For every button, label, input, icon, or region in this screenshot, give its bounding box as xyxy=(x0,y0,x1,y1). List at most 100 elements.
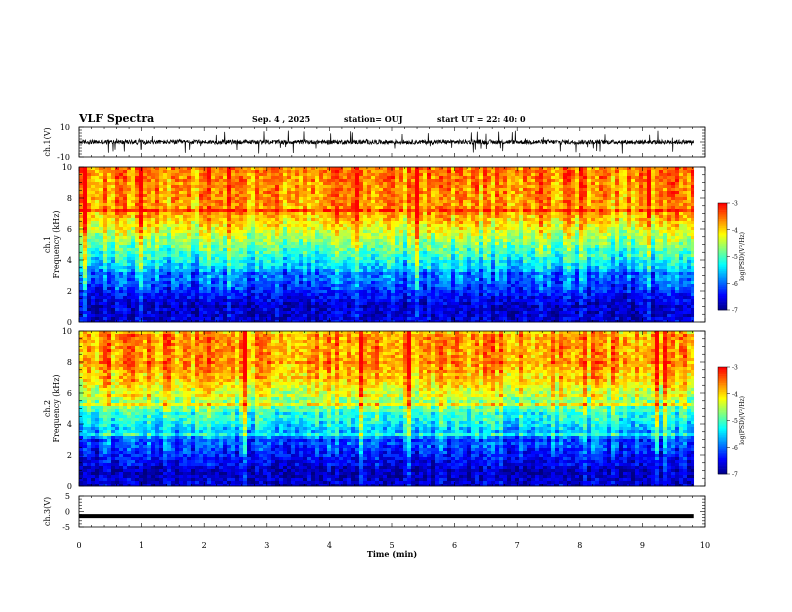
spectrogram-cell xyxy=(279,275,284,279)
spectrogram-cell xyxy=(291,224,296,228)
spectrogram-cell xyxy=(219,299,224,303)
spectrogram-cell xyxy=(391,275,396,279)
spectrogram-cell xyxy=(295,278,300,282)
spectrogram-cell xyxy=(171,263,176,267)
spectrogram-cell xyxy=(127,239,132,243)
spectrogram-cell xyxy=(399,266,404,270)
spectrogram-cell xyxy=(135,278,140,282)
spectrogram-cell xyxy=(91,296,96,300)
spectrogram-cell xyxy=(283,272,288,276)
spectrogram-cell xyxy=(275,242,280,246)
spectrogram-cell xyxy=(243,206,248,210)
spectrogram-cell xyxy=(279,296,284,300)
spectrogram-cell xyxy=(383,305,388,309)
spectrogram-cell xyxy=(199,245,204,249)
spectrogram-cell xyxy=(323,197,328,201)
spectrogram-cell xyxy=(247,173,252,177)
spectrogram-cell xyxy=(295,212,300,216)
spectrogram-cell xyxy=(295,269,300,273)
spectrogram-cell xyxy=(95,224,100,228)
spectrogram-cell xyxy=(423,257,428,261)
spectrogram-cell xyxy=(95,227,100,231)
spectrogram-cell xyxy=(399,203,404,207)
spectrogram-cell xyxy=(171,224,176,228)
spectrogram-cell xyxy=(315,290,320,294)
spectrogram-cell xyxy=(235,299,240,303)
spectrogram-cell xyxy=(355,287,360,291)
spectrogram-cell xyxy=(203,320,208,323)
spectrogram-cell xyxy=(235,311,240,315)
spectrogram-cell xyxy=(251,167,256,171)
spectrogram-cell xyxy=(99,173,104,177)
spectrogram-cell xyxy=(371,242,376,246)
spectrogram-cell xyxy=(367,302,372,306)
spectrogram-cell xyxy=(143,212,148,216)
spectrogram-cell xyxy=(287,173,292,177)
spectrogram-cell xyxy=(183,308,188,312)
spectrogram-cell xyxy=(103,227,108,231)
spectrogram-cell xyxy=(403,257,408,261)
spectrogram-cell xyxy=(447,206,452,210)
spectrogram-cell xyxy=(219,182,224,186)
spectrogram-cell xyxy=(419,221,424,225)
spectrogram-cell xyxy=(107,251,112,255)
spectrogram-cell xyxy=(151,284,156,288)
spectrogram-cell xyxy=(427,212,432,216)
spectrogram-cell xyxy=(335,311,340,315)
spectrogram-cell xyxy=(307,296,312,300)
spectrogram-cell xyxy=(383,242,388,246)
spectrogram-cell xyxy=(407,314,412,318)
spectrogram-cell xyxy=(119,206,124,210)
spectrogram-cell xyxy=(211,308,216,312)
spectrogram-cell xyxy=(139,299,144,303)
spectrogram-cell xyxy=(163,200,168,204)
spectrogram-cell xyxy=(371,320,376,323)
spectrogram-cell xyxy=(247,290,252,294)
spectrogram-cell xyxy=(411,284,416,288)
spectrogram-cell xyxy=(327,308,332,312)
spectrogram-cell xyxy=(347,263,352,267)
waveform-line-ch1 xyxy=(78,130,695,154)
spectrogram-cell xyxy=(231,215,236,219)
spectrogram-cell xyxy=(263,263,268,267)
spectrogram-cell xyxy=(439,176,444,180)
spectrogram-cell xyxy=(447,230,452,234)
spectrogram-cell xyxy=(167,260,172,264)
spectrogram-cell xyxy=(147,221,152,225)
spectrogram-cell xyxy=(187,263,192,267)
spectrogram-cell xyxy=(383,206,388,210)
spectrogram-cell xyxy=(103,308,108,312)
spectrogram-cell xyxy=(311,254,316,258)
spectrogram-cell xyxy=(287,314,292,318)
spectrogram-cell xyxy=(363,170,368,174)
spectrogram-cell xyxy=(139,296,144,300)
spectrogram-cell xyxy=(115,254,120,258)
spectrogram-cell xyxy=(211,260,216,264)
spectrogram-cell xyxy=(103,305,108,309)
spectrogram-cell xyxy=(171,173,176,177)
spectrogram-cell xyxy=(111,188,116,192)
spectrogram-cell xyxy=(263,179,268,183)
spectrogram-cell xyxy=(415,224,420,228)
spectrogram-cell xyxy=(87,242,92,246)
spectrogram-cell xyxy=(123,188,128,192)
spectrogram-cell xyxy=(347,317,352,321)
spectrogram-cell xyxy=(191,182,196,186)
spectrogram-cell xyxy=(291,275,296,279)
spectrogram-cell xyxy=(351,248,356,252)
spectrogram-cell xyxy=(335,173,340,177)
spectrogram-cell xyxy=(287,179,292,183)
spectrogram-cell xyxy=(291,215,296,219)
spectrogram-cell xyxy=(239,263,244,267)
spectrogram-cell xyxy=(143,236,148,240)
spectrogram-cell xyxy=(139,308,144,312)
spectrogram-cell xyxy=(419,311,424,315)
spectrogram-cell xyxy=(103,293,108,297)
spectrogram-cell xyxy=(123,227,128,231)
spectrogram-cell xyxy=(227,230,232,234)
spectrogram-cell xyxy=(295,191,300,195)
spectrogram-cell xyxy=(227,251,232,255)
spectrogram-cell xyxy=(291,227,296,231)
spectrogram-cell xyxy=(347,179,352,183)
spectrogram-cell xyxy=(363,176,368,180)
